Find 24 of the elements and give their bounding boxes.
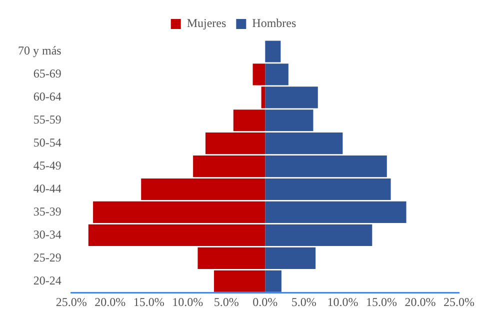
y-tick-label: 35-39 [33, 204, 62, 218]
y-tick-label: 40-44 [33, 181, 62, 196]
x-tick-label: 5.0% [291, 294, 316, 309]
x-tick-label: 5.0% [214, 294, 239, 309]
legend-label: Hombres [252, 16, 296, 30]
y-tick-label: 50-54 [33, 135, 62, 150]
y-tick-label: 20-24 [33, 273, 62, 288]
y-tick-label: 45-49 [33, 158, 62, 172]
x-tick-label: 25.0% [56, 294, 87, 309]
y-tick-label: 30-34 [33, 227, 62, 242]
y-tick-label: 70 y más [18, 44, 62, 58]
x-tick-label: 10.0% [172, 294, 204, 309]
y-tick-label: 25-29 [33, 250, 62, 264]
x-tick-label: 10.0% [327, 294, 358, 309]
x-tick-label: 20.0% [94, 294, 126, 309]
y-tick-label: 60-64 [33, 90, 62, 104]
x-tick-label: 15.0% [133, 294, 164, 309]
legend-label: Mujeres [186, 16, 226, 30]
x-tick-label: 20.0% [404, 294, 436, 309]
y-tick-label: 65-69 [33, 66, 62, 81]
y-tick-label: 55-59 [33, 112, 62, 127]
x-tick-label: 15.0% [366, 294, 397, 309]
x-tick-label: 25.0% [444, 294, 474, 309]
x-tick-label: 0.0% [252, 294, 278, 309]
